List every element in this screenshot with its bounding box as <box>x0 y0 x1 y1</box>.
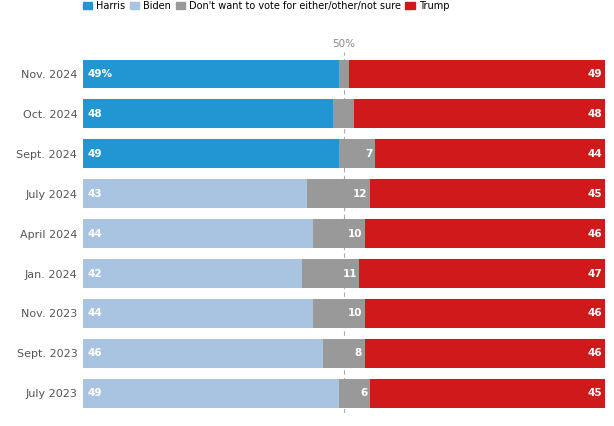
Text: 46: 46 <box>588 308 602 318</box>
Bar <box>83 100 333 128</box>
Text: 49: 49 <box>87 388 101 398</box>
Bar <box>339 60 349 88</box>
Bar <box>349 60 605 88</box>
Text: 44: 44 <box>588 149 602 159</box>
Bar <box>313 299 365 328</box>
Text: 50%: 50% <box>332 39 356 49</box>
Bar <box>83 339 323 368</box>
Text: 44: 44 <box>87 229 102 239</box>
Bar <box>365 339 605 368</box>
Bar <box>313 219 365 248</box>
Bar <box>354 100 605 128</box>
Bar <box>83 60 339 88</box>
Bar <box>339 379 370 408</box>
Bar <box>302 259 360 288</box>
Bar <box>308 179 370 208</box>
Legend: Harris, Biden, Don't want to vote for either/other/not sure, Trump: Harris, Biden, Don't want to vote for ei… <box>82 1 449 11</box>
Bar <box>83 139 339 168</box>
Text: 46: 46 <box>588 348 602 358</box>
Bar <box>83 379 339 408</box>
Text: 7: 7 <box>365 149 373 159</box>
Text: 44: 44 <box>87 308 102 318</box>
Text: 49: 49 <box>588 69 602 79</box>
Bar <box>83 219 313 248</box>
Bar <box>370 379 605 408</box>
Bar <box>360 259 605 288</box>
Text: 46: 46 <box>588 229 602 239</box>
Text: 12: 12 <box>353 189 367 199</box>
Text: 6: 6 <box>360 388 367 398</box>
Text: 45: 45 <box>588 388 602 398</box>
Text: 49: 49 <box>87 149 101 159</box>
Text: 49%: 49% <box>87 69 112 79</box>
Text: 10: 10 <box>348 308 362 318</box>
Text: 48: 48 <box>87 109 102 119</box>
Bar <box>333 100 354 128</box>
Bar <box>323 339 365 368</box>
Text: 43: 43 <box>87 189 102 199</box>
Bar <box>365 219 605 248</box>
Bar <box>83 259 302 288</box>
Text: 11: 11 <box>343 268 357 279</box>
Bar <box>365 299 605 328</box>
Text: 45: 45 <box>588 189 602 199</box>
Bar <box>339 139 375 168</box>
Text: 42: 42 <box>87 268 102 279</box>
Bar <box>83 299 313 328</box>
Text: 46: 46 <box>87 348 102 358</box>
Text: 8: 8 <box>355 348 362 358</box>
Bar <box>83 179 308 208</box>
Text: 10: 10 <box>348 229 362 239</box>
Bar <box>370 179 605 208</box>
Text: 48: 48 <box>588 109 602 119</box>
Bar <box>375 139 605 168</box>
Text: 47: 47 <box>588 268 602 279</box>
